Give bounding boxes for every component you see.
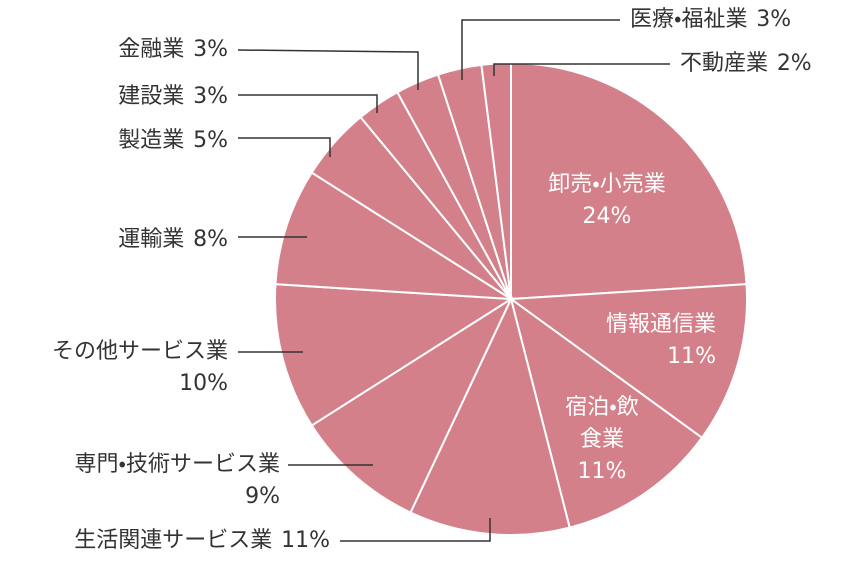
- leader-line: [237, 49, 419, 90]
- category-label: 情報通信業: [605, 312, 716, 337]
- pie-slice: [510, 61, 748, 301]
- leader-line: [493, 63, 670, 76]
- slice-label: 生活関連サービス業 11%: [74, 525, 330, 557]
- slice-label: 運輸業 8%: [118, 224, 228, 256]
- value-label: 3%: [193, 84, 228, 109]
- slice-label: 不動産業 2%: [680, 48, 812, 80]
- slice-label: その他サービス業 10%: [52, 336, 228, 400]
- pie-slice: [409, 296, 571, 536]
- value-label: 11%: [577, 459, 627, 484]
- slice-label: 金融業 3%: [118, 34, 228, 66]
- pie-slice: [310, 296, 514, 514]
- pie-slice: [509, 296, 704, 529]
- leader-line: [461, 19, 620, 80]
- value-label: 8%: [193, 227, 228, 252]
- value-label: 9%: [245, 484, 280, 509]
- leader-line: [340, 518, 491, 542]
- slice-label: 情報通信業 11%: [606, 309, 716, 373]
- value-label: 11%: [281, 528, 330, 553]
- value-label: 11%: [667, 344, 716, 369]
- leader-line: [238, 94, 378, 113]
- leader-line: [238, 137, 331, 157]
- value-label: 5%: [193, 128, 228, 153]
- pie-slice: [274, 283, 515, 427]
- slice-label: 建設業 3%: [118, 81, 228, 113]
- category-label: 製造業: [118, 128, 185, 153]
- slice-label: 卸売・小売業 24%: [507, 169, 707, 233]
- pie-slice: [274, 171, 512, 300]
- category-label: 不動産業: [680, 51, 769, 76]
- slice-label: 製造業 5%: [118, 125, 228, 157]
- pie-slice: [508, 283, 748, 440]
- category-label: 生活関連サービス業: [74, 528, 273, 553]
- category-label: 建設業: [118, 84, 185, 109]
- value-label: 10%: [179, 371, 228, 396]
- value-label: 24%: [582, 204, 632, 229]
- slice-label: 宿泊・飲食業 11%: [502, 392, 702, 488]
- category-label: 運輸業: [118, 227, 185, 252]
- value-label: 3%: [193, 37, 228, 62]
- category-label: その他サービス業: [51, 339, 228, 364]
- slice-label: 医療・福祉業 3%: [630, 4, 791, 36]
- value-label: 2%: [776, 51, 812, 76]
- value-label: 3%: [756, 7, 792, 32]
- category-label: 医療・福祉業: [630, 7, 748, 32]
- category-label: 卸売・小売業: [548, 172, 666, 197]
- category-label: 金融業: [118, 37, 185, 62]
- category-label: 専門・技術サービス業: [74, 452, 280, 477]
- category-label: 宿泊・飲食業: [565, 395, 639, 452]
- slice-label: 専門・技術サービス業 9%: [75, 449, 280, 513]
